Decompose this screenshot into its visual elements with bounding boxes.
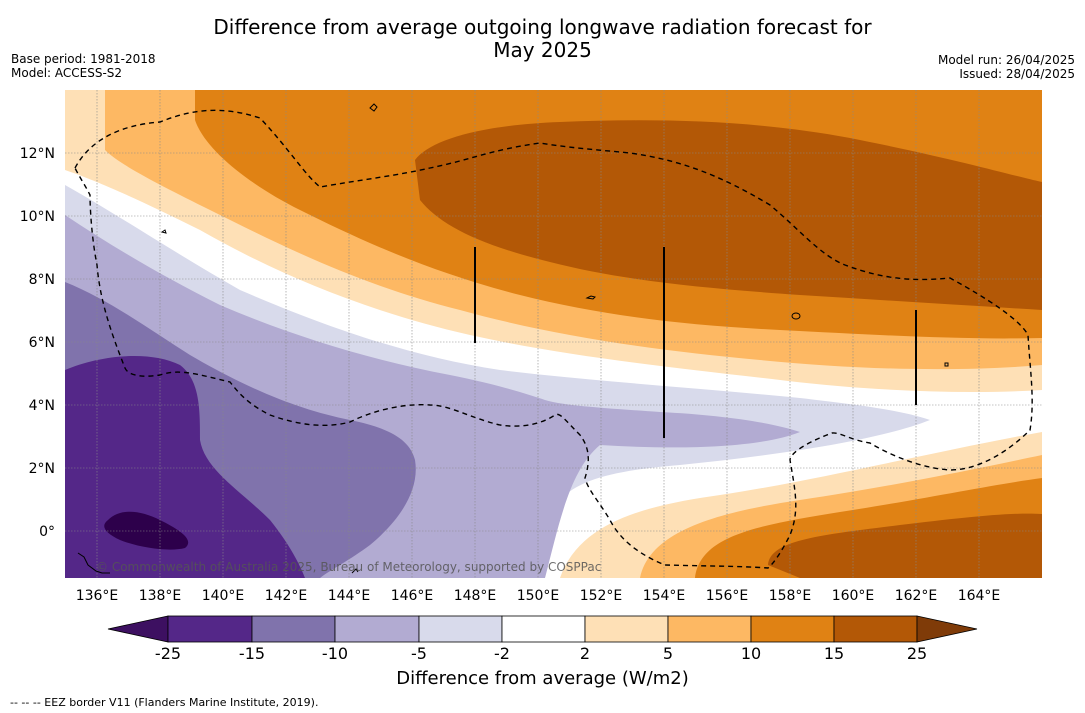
- lat-tick: 8°N: [29, 272, 55, 288]
- lon-tick: 142°E: [265, 588, 308, 604]
- lat-tick: 10°N: [20, 209, 55, 225]
- colorbar-min-extension: [107, 615, 169, 643]
- colorbar-label: -2: [494, 644, 510, 663]
- lon-tick: 164°E: [958, 588, 1001, 604]
- lat-tick: 12°N: [20, 146, 55, 162]
- lon-tick: 144°E: [328, 588, 371, 604]
- gridlines: [65, 90, 1042, 578]
- colorbar-label: 10: [741, 644, 761, 663]
- colorbar: [107, 615, 978, 643]
- lat-tick: 4°N: [29, 398, 55, 414]
- eez-border: [74, 109, 1033, 569]
- lon-tick: 158°E: [769, 588, 812, 604]
- lon-tick: 148°E: [454, 588, 497, 604]
- lon-tick: 136°E: [76, 588, 119, 604]
- marker-lines: [474, 247, 917, 438]
- colorbar-bin: [501, 615, 586, 643]
- colorbar-label: 2: [580, 644, 590, 663]
- colorbar-label: -15: [239, 644, 265, 663]
- chart-title-line2: May 2025: [493, 38, 592, 62]
- colorbar-bin: [584, 615, 669, 643]
- base-period: Base period: 1981-2018: [11, 52, 156, 66]
- colorbar-label: -25: [155, 644, 181, 663]
- colorbar-title: Difference from average (W/m2): [396, 668, 689, 689]
- contour-fill-15-25-north: [415, 120, 1042, 311]
- lon-tick: 162°E: [895, 588, 938, 604]
- colorbar-bin: [418, 615, 503, 643]
- lat-tick: 0°: [39, 524, 55, 540]
- colorbar-label: -5: [411, 644, 427, 663]
- contour-fill-15-25: [768, 513, 1042, 578]
- map-contours: © Commonwealth of Australia 2025, Bureau…: [65, 90, 1042, 578]
- lon-tick: 160°E: [832, 588, 875, 604]
- lon-tick: 152°E: [580, 588, 623, 604]
- lat-tick-labels: 12°N 10°N 8°N 6°N 4°N 2°N 0°: [20, 146, 55, 540]
- colorbar-bin: [750, 615, 835, 643]
- colorbar-max-extension: [916, 615, 978, 643]
- colorbar-label: 25: [907, 644, 927, 663]
- lon-tick: 140°E: [202, 588, 245, 604]
- colorbar-labels: -25 -15 -10 -5 -2 2 5 10 15 25: [155, 644, 927, 663]
- chart-title-line1: Difference from average outgoing longwav…: [213, 15, 872, 39]
- colorbar-label: -10: [322, 644, 348, 663]
- model-name: Model: ACCESS-S2: [11, 66, 123, 80]
- lon-tick-labels: 136°E 138°E 140°E 142°E 144°E 146°E 148°…: [76, 588, 1001, 604]
- colorbar-bin: [251, 615, 336, 643]
- lon-tick: 154°E: [643, 588, 686, 604]
- islands: [77, 103, 949, 574]
- eez-footer-note: -- -- -- EEZ border V11 (Flanders Marine…: [10, 696, 319, 709]
- lat-tick: 6°N: [29, 335, 55, 351]
- colorbar-label: 5: [663, 644, 673, 663]
- colorbar-bin: [167, 615, 253, 643]
- model-run-date: Model run: 26/04/2025: [937, 53, 1075, 67]
- colorbar-bin: [667, 615, 752, 643]
- issued-date: Issued: 28/04/2025: [959, 67, 1075, 81]
- contour-fill-below-neg25: [104, 511, 189, 550]
- colorbar-label: 15: [824, 644, 844, 663]
- lon-tick: 138°E: [139, 588, 182, 604]
- colorbar-bin: [334, 615, 420, 643]
- lon-tick: 156°E: [706, 588, 749, 604]
- lon-tick: 150°E: [517, 588, 560, 604]
- colorbar-bin: [833, 615, 918, 643]
- copyright-text: © Commonwealth of Australia 2025, Bureau…: [96, 560, 601, 574]
- lat-tick: 2°N: [29, 461, 55, 477]
- lon-tick: 146°E: [391, 588, 434, 604]
